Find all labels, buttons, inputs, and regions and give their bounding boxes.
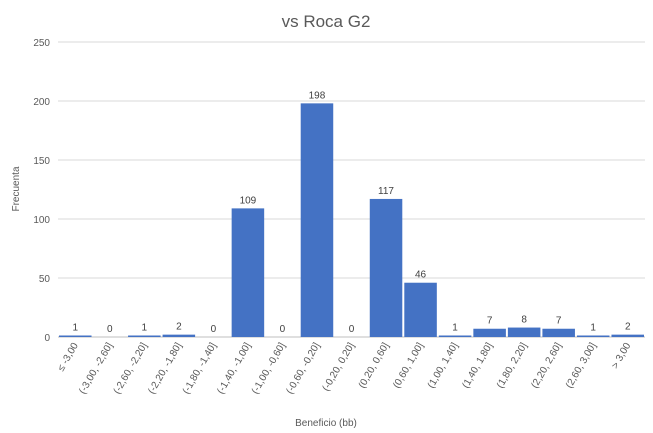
- data-label: 7: [556, 316, 562, 327]
- x-tick-label: (2,60, 3,00]: [564, 341, 599, 391]
- data-label: 0: [349, 324, 355, 335]
- data-label: 117: [378, 186, 394, 197]
- gridlines: [58, 41, 645, 338]
- bar: [473, 328, 506, 337]
- y-tick-label: 200: [33, 97, 50, 108]
- x-axis-ticks: ≤ -3,00(-3,00, -2,60](-2,60, -2,20](-2,2…: [56, 341, 634, 396]
- data-label: 2: [176, 322, 182, 333]
- data-label: 1: [142, 323, 148, 334]
- x-tick-label: (0,60, 1,00]: [391, 341, 426, 391]
- bars: [59, 103, 644, 337]
- bar: [404, 282, 437, 337]
- y-tick-label: 100: [33, 215, 50, 226]
- bar: [438, 335, 472, 337]
- x-tick-label: (1,80, 2,20]: [495, 341, 530, 391]
- x-tick-label: (1,40, 1,80]: [460, 341, 495, 391]
- x-tick-label: (2,20, 2,60]: [529, 341, 564, 391]
- bar: [611, 334, 644, 337]
- y-tick-label: 50: [39, 274, 51, 285]
- x-tick-label: ≤ -3,00: [56, 341, 81, 374]
- x-tick-label: (-0,60, -0,20]: [284, 341, 322, 396]
- bar: [128, 335, 161, 337]
- data-label: 198: [309, 90, 326, 101]
- x-tick-label: (-1,00, -0,60]: [250, 341, 288, 396]
- x-tick-label: (-1,40, -1,00]: [215, 341, 253, 396]
- x-tick-label: (1,00, 1,40]: [426, 341, 461, 391]
- x-tick-label: (-2,60, -2,20]: [112, 341, 150, 396]
- data-label: 0: [211, 324, 217, 335]
- bar: [162, 334, 196, 337]
- x-tick-label: (-2,20, -1,80]: [146, 341, 184, 396]
- x-tick-label: (-3,00, -2,60]: [77, 341, 115, 396]
- data-label: 1: [452, 323, 458, 334]
- bar: [542, 328, 575, 337]
- bar: [507, 327, 541, 337]
- bar: [300, 103, 334, 337]
- x-tick-label: > 3,00: [610, 341, 634, 371]
- data-label: 0: [107, 324, 113, 335]
- data-label: 1: [590, 323, 596, 334]
- data-label: 0: [280, 324, 286, 335]
- data-label: 109: [240, 195, 257, 206]
- data-label: 7: [487, 316, 493, 327]
- x-tick-label: (-0,20, 0,20]: [321, 341, 358, 393]
- bar: [369, 198, 403, 337]
- chart-title: vs Roca G2: [282, 12, 371, 31]
- bar: [231, 208, 265, 337]
- x-tick-label: (-1,80, -1,40]: [181, 341, 219, 396]
- data-label: 46: [415, 270, 427, 281]
- y-tick-label: 250: [33, 38, 50, 49]
- y-tick-label: 150: [33, 156, 50, 167]
- bar: [576, 335, 610, 337]
- bar: [59, 335, 92, 337]
- data-label: 2: [625, 322, 631, 333]
- x-tick-label: (0,20, 0,60]: [357, 341, 392, 391]
- y-tick-label: 0: [44, 333, 50, 344]
- data-label: 1: [72, 323, 78, 334]
- data-label: 8: [521, 315, 527, 326]
- y-axis-title: Frecuenta: [11, 166, 22, 211]
- x-axis-title: Beneficio (bb): [295, 418, 357, 429]
- y-axis-ticks: 0 50 100 150 200 250: [33, 38, 50, 344]
- data-labels: 1 0 1 2 0 109 0 198 0 117 46 1 7 8 7 1 2: [72, 90, 630, 335]
